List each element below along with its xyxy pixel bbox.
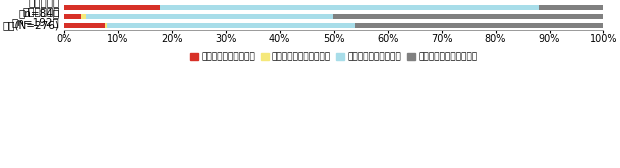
Bar [161,5,539,10]
Bar [355,23,603,28]
Bar [539,5,603,10]
Bar [333,14,603,19]
Bar [105,23,107,28]
Bar [64,23,105,28]
Bar [107,23,355,28]
Bar [64,14,81,19]
Legend: 種特定・多空間対象型, 種不特定・多空間対象型, 種特定・水空間限定型, 種不特定・水空間限定型: 種特定・多空間対象型, 種不特定・多空間対象型, 種特定・水空間限定型, 種不特… [187,49,481,65]
Bar [64,5,161,10]
Bar [81,14,86,19]
Bar [86,14,333,19]
